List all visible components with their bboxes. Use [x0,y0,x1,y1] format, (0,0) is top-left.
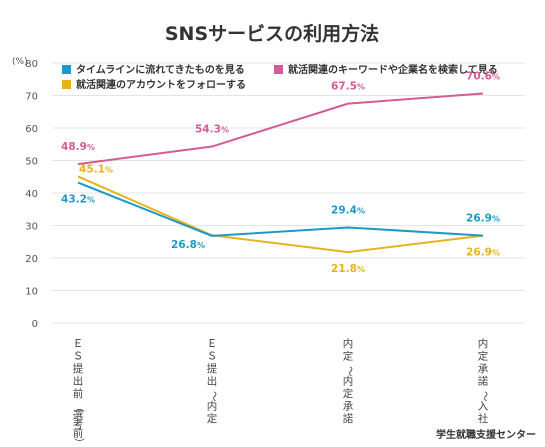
data-label-s2-1: 48.9% [61,141,95,153]
svg-text:（: （ [72,402,84,413]
svg-text:選: 選 [73,409,84,422]
svg-text:出: 出 [207,375,218,388]
credit-text: 学生就職支援センター [436,428,536,441]
svg-text:出: 出 [73,375,84,388]
svg-text:社: 社 [478,412,489,425]
data-label-s2-4: 70.6% [466,71,500,83]
data-label-s1-1: 43.2% [61,194,95,206]
y-unit-label: (%) [12,57,28,67]
y-axis-ticks: 0 10 20 30 40 50 60 70 80 [25,59,38,330]
y-tick-label-40: 40 [25,189,38,200]
svg-text:）: ） [72,438,84,447]
data-label-s2-2: 54.3% [195,124,229,136]
legend-label-1: タイムラインに流れてきたものを見る [76,63,245,76]
data-label-s1-2: 26.8% [171,239,205,251]
legend-label-2: 就活関連のキーワードや企業名を検索して見る [288,63,498,76]
series-line-2 [77,92,484,166]
svg-text:提: 提 [207,363,218,375]
y-tick-label-50: 50 [25,157,38,168]
svg-text:諾: 諾 [478,375,489,388]
data-label-s3-4: 26.9% [466,247,500,259]
y-tick-label-30: 30 [25,222,38,233]
data-label-s1-3: 29.4% [331,204,365,216]
svg-text:～: ～ [479,391,491,402]
y-tick-label-20: 20 [25,254,38,265]
data-label-s1-4: 26.9% [466,213,500,225]
chart-title: SNSサービスの利用方法 [165,22,379,45]
series-line-1 [77,181,484,237]
y-tick-label-60: 60 [25,124,38,135]
y-tick-label-70: 70 [25,92,38,103]
svg-text:内: 内 [343,337,354,350]
legend-swatch-2 [274,65,283,74]
svg-text:前: 前 [73,387,84,400]
svg-text:Ｓ: Ｓ [207,351,218,363]
svg-text:承: 承 [343,401,354,413]
y-tick-label-0: 0 [32,319,38,330]
data-label-s2-3: 67.5% [331,81,365,93]
svg-text:定: 定 [478,350,489,363]
series-lines [77,92,484,254]
svg-text:内: 内 [478,337,489,350]
svg-text:内: 内 [207,400,218,413]
svg-text:～: ～ [208,391,220,402]
legend-label-3: 就活関連のアカウントをフォローする [76,78,246,91]
svg-text:定: 定 [207,412,218,425]
data-label-s3-1: 45.1% [79,163,113,175]
svg-text:内: 内 [343,375,354,388]
svg-text:Ｅ: Ｅ [207,338,218,350]
svg-text:定: 定 [343,350,354,363]
legend: タイムラインに流れてきたものを見る 就活関連のキーワードや企業名を検索して見る就活… [62,63,498,91]
legend-swatch-3 [62,80,71,89]
data-labels: 43.2% 26.8% 29.4% 26.9% 48.9% 54.3% 67.5% 70.6%… [61,71,500,276]
y-tick-label-10: 10 [25,287,38,298]
svg-text:提: 提 [73,363,84,375]
svg-text:Ｅ: Ｅ [73,338,84,350]
svg-text:～: ～ [344,366,356,377]
svg-text:承: 承 [478,363,489,375]
y-tick-label-80: 80 [25,59,38,70]
legend-swatch-1 [62,65,71,74]
data-label-s3-3: 21.8% [331,263,365,275]
svg-text:諾: 諾 [343,412,354,425]
svg-text:入: 入 [478,401,489,413]
svg-text:考: 考 [73,419,84,431]
svg-text:Ｓ: Ｓ [73,351,84,363]
series-line-3 [77,175,484,254]
svg-text:前: 前 [73,427,84,440]
svg-text:定: 定 [343,387,354,400]
grid-lines [52,62,525,324]
